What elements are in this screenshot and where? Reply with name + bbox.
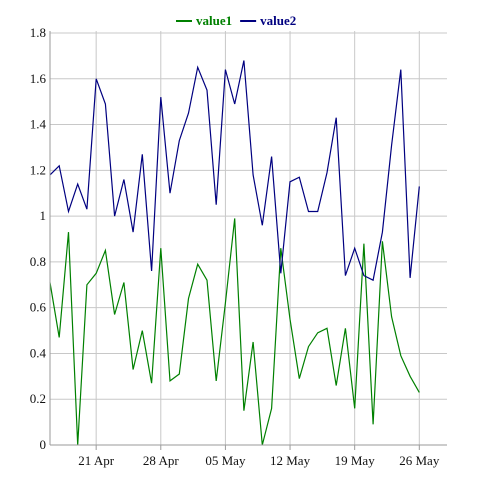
legend-label-value1: value1 xyxy=(196,13,232,28)
x-tick-label: 12 May xyxy=(270,453,311,468)
x-tick-label: 05 May xyxy=(205,453,246,468)
x-tick-label: 26 May xyxy=(399,453,440,468)
x-axis-tick-labels: 21 Apr 28 Apr 05 May 12 May 19 May 26 May xyxy=(78,453,440,468)
y-tick-label: 1.4 xyxy=(30,117,47,132)
y-tick-label: 0.8 xyxy=(30,254,46,269)
series-line-value1 xyxy=(49,218,420,446)
legend-label-value2: value2 xyxy=(260,13,296,28)
x-tick-label: 19 May xyxy=(335,453,376,468)
x-tick-label: 21 Apr xyxy=(78,453,114,468)
y-tick-label: 0.2 xyxy=(30,391,46,406)
y-tick-label: 1.8 xyxy=(30,25,46,40)
y-tick-label: 1.2 xyxy=(30,162,46,177)
legend: value1 value2 xyxy=(176,13,296,28)
series-lines xyxy=(49,60,420,446)
axes xyxy=(49,31,447,450)
y-tick-label: 0 xyxy=(40,437,47,452)
series-line-value2 xyxy=(49,60,420,282)
y-tick-label: 1.6 xyxy=(30,71,47,86)
y-axis-tick-labels: 0 0.2 0.4 0.6 0.8 1 1.2 1.4 1.6 1.8 xyxy=(30,25,47,452)
y-tick-label: 0.4 xyxy=(30,345,47,360)
y-tick-label: 1 xyxy=(40,208,47,223)
x-tick-label: 28 Apr xyxy=(143,453,179,468)
y-tick-label: 0.6 xyxy=(30,300,47,315)
grid xyxy=(50,31,447,445)
